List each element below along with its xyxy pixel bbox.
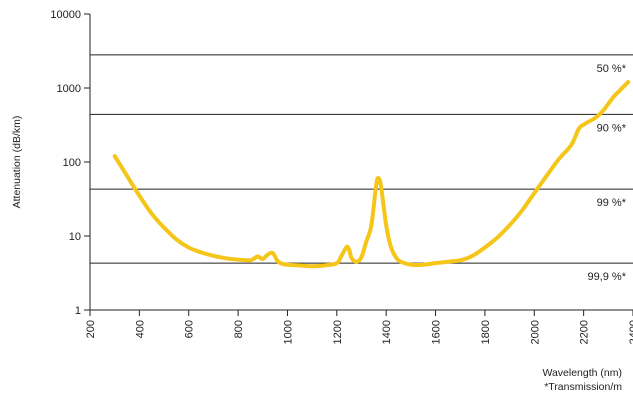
y-tick-label: 10: [69, 231, 81, 243]
reference-line-label: 90 %*: [597, 122, 627, 134]
footnote: *Transmission/m: [544, 381, 622, 393]
x-tick-label: 800: [233, 320, 245, 338]
x-axis-label: Wavelength (nm): [542, 367, 622, 379]
x-tick-label: 200: [85, 320, 97, 338]
reference-line-label: 99 %*: [597, 197, 627, 209]
x-tick-label: 2200: [579, 320, 591, 344]
y-tick-label: 1000: [57, 83, 81, 95]
x-tick-label: 1800: [480, 320, 492, 344]
x-tick-label: 1200: [332, 320, 344, 344]
x-tick-label: 400: [134, 320, 146, 338]
y-tick-label: 10000: [50, 9, 81, 21]
x-tick-label: 1000: [282, 320, 294, 344]
reference-line-label: 50 %*: [597, 63, 627, 75]
y-axis-label: Attenuation (dB/km): [11, 116, 23, 209]
y-tick-label: 1: [75, 305, 81, 317]
x-tick-label: 1400: [381, 320, 393, 344]
y-tick-label: 100: [63, 157, 81, 169]
reference-line-label: 99,9 %*: [587, 271, 626, 283]
x-tick-label: 2000: [529, 320, 541, 344]
reference-lines: 50 %* 90 %* 99 %* 99,9 %*: [90, 54, 633, 283]
x-tick-label: 600: [184, 320, 196, 338]
y-axis-ticks: 1 10 100 1000 10000: [50, 9, 90, 317]
x-tick-label: 2400: [628, 320, 633, 344]
x-axis-ticks: 200 400 600 800 1000 1200 1400 1600 1800 2000 2200…: [85, 310, 633, 344]
attenuation-curve: [112, 80, 631, 269]
x-tick-label: 1600: [431, 320, 443, 344]
